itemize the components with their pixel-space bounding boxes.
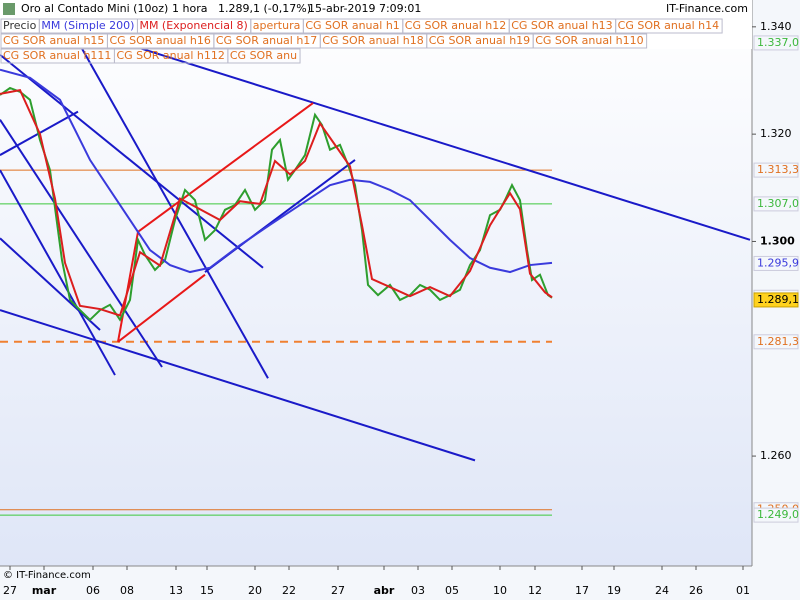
x-tick-label: 15 xyxy=(200,584,214,597)
price-label-box xyxy=(753,507,799,523)
legend-box xyxy=(532,33,648,49)
legend-item: Precio xyxy=(3,19,37,32)
x-tick-label: 27 xyxy=(3,584,17,597)
legend-item: CG SOR anual h14 xyxy=(618,19,719,32)
chart-icon xyxy=(3,3,15,15)
price-label: 1.281,3 xyxy=(757,335,799,348)
timestamp: 15-abr-2019 7:09:01 xyxy=(308,2,421,15)
legend-item: CG SOR anual h17 xyxy=(216,34,317,47)
price-label-box xyxy=(753,35,799,51)
y-tick-label: 1.340 xyxy=(760,20,792,33)
brand: IT-Finance.com xyxy=(666,2,748,15)
legend-item: CG SOR anual h110 xyxy=(535,34,643,47)
legend-item: CG SOR anual h19 xyxy=(429,34,530,47)
legend-item: CG SOR anual h112 xyxy=(116,49,224,62)
x-tick-label: 06 xyxy=(86,584,100,597)
chart-title: Oro al Contado Mini (10oz) xyxy=(21,2,168,15)
trend-line xyxy=(0,53,264,269)
legend-item: MM (Exponencial 8) xyxy=(139,19,247,32)
trend-line xyxy=(79,44,269,379)
price-label: 1.307,0 xyxy=(757,197,799,210)
series-line xyxy=(0,89,553,317)
footer: © IT-Finance.com xyxy=(3,570,91,581)
x-tick-label: 24 xyxy=(655,584,669,597)
x-tick-label: 12 xyxy=(528,584,542,597)
trend-line xyxy=(137,102,314,233)
trend-line xyxy=(117,231,139,342)
last-price: 1.289,1 (-0,17%) xyxy=(218,2,311,15)
y-tick-label: 1.320 xyxy=(760,127,792,140)
x-tick-label: mar xyxy=(32,584,57,597)
trend-line xyxy=(0,169,116,376)
price-label-box xyxy=(753,334,799,350)
trend-line xyxy=(0,119,163,368)
x-tick-label: 20 xyxy=(248,584,262,597)
x-tick-label: 27 xyxy=(331,584,345,597)
x-tick-label: 26 xyxy=(689,584,703,597)
trend-line xyxy=(0,309,476,462)
legend-item: apertura xyxy=(253,19,301,32)
price-label: 1.289,1 xyxy=(757,293,799,306)
x-tick-label: 13 xyxy=(169,584,183,597)
legend-item: CG SOR anual h13 xyxy=(511,19,612,32)
legend-box xyxy=(227,48,301,64)
x-tick-label: abr xyxy=(374,584,395,597)
x-axis-panel xyxy=(0,566,752,600)
legend-box xyxy=(615,18,723,34)
price-label-box xyxy=(753,162,799,178)
y-tick-label: 1.300 xyxy=(760,234,795,247)
legend-item: CG SOR anu xyxy=(230,49,297,62)
legend-item: MM (Simple 200) xyxy=(41,19,134,32)
legend-item: CG SOR anual h18 xyxy=(322,34,423,47)
x-tick-label: 05 xyxy=(445,584,459,597)
price-label: 1.337,0 xyxy=(757,36,799,49)
period: 1 hora xyxy=(172,2,207,15)
x-tick-label: 19 xyxy=(607,584,621,597)
x-tick-label: 03 xyxy=(411,584,425,597)
header-bg xyxy=(0,0,752,49)
legend-item: CG SOR anual h16 xyxy=(109,34,210,47)
x-tick-label: 22 xyxy=(282,584,296,597)
price-label: 1.295,9 xyxy=(757,256,799,269)
x-tick-label: 01 xyxy=(736,584,750,597)
y-tick-label: 1.260 xyxy=(760,449,792,462)
price-label-box xyxy=(753,292,799,308)
legend-item: CG SOR anual h15 xyxy=(3,34,104,47)
trend-line xyxy=(117,273,206,343)
legend-item: CG SOR anual h12 xyxy=(405,19,506,32)
legend-item: CG SOR anual h1 xyxy=(305,19,399,32)
price-label: 1.313,3 xyxy=(757,163,799,176)
legend-item: CG SOR anual h111 xyxy=(3,49,111,62)
x-tick-label: 10 xyxy=(493,584,507,597)
series-line xyxy=(0,68,553,274)
price-label-box xyxy=(753,196,799,212)
trend-line xyxy=(129,44,751,241)
x-tick-label: 17 xyxy=(575,584,589,597)
price-label: 1.249,0 xyxy=(757,508,799,521)
x-tick-label: 08 xyxy=(120,584,134,597)
plot-bg xyxy=(0,0,752,566)
price-label-box xyxy=(753,255,799,271)
